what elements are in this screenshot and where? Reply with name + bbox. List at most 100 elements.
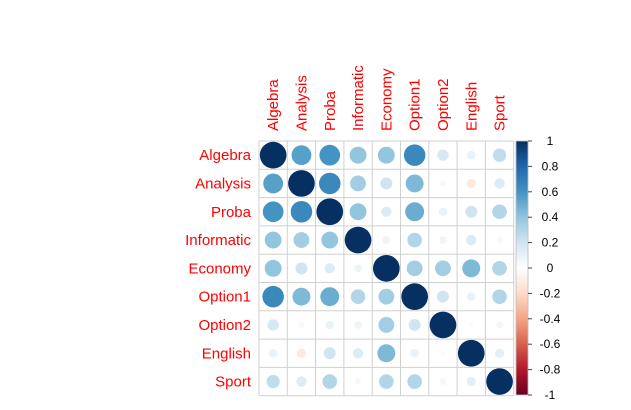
colorbar-tick-label: -0.6 [540,337,561,351]
corr-circle-analysis-english [466,178,476,189]
colorbar-tick-label: -0.4 [540,312,561,326]
corr-circle-option1-algebra [262,285,284,308]
row-label: Informatic [185,232,251,249]
colorbar-tick-label: 0.6 [542,185,559,199]
corr-circle-english-english [457,339,485,367]
corr-circle-economy-algebra [264,259,282,277]
corr-circle-english-option2 [440,350,446,356]
corr-circle-informatic-option1 [407,232,422,248]
corr-circle-option1-option1 [401,283,428,310]
column-label: Sport [492,94,509,131]
corr-circle-informatic-option2 [439,236,447,244]
corr-circle-option2-option2 [429,311,457,339]
column-label: Option1 [407,78,424,131]
corr-circle-sport-sport [486,368,513,395]
row-label: Economy [188,260,251,277]
corr-circle-option1-option2 [436,290,449,303]
corr-circle-informatic-analysis [293,232,310,248]
corr-circle-option1-proba [320,287,340,307]
colorbar-tick-label: 1 [547,134,554,148]
row-label: Algebra [199,147,251,164]
corr-circle-proba-analysis [290,200,313,223]
corr-circle-economy-option1 [406,260,423,277]
corr-circle-analysis-economy [380,177,393,190]
corr-circle-option2-sport [496,321,503,329]
corr-circle-analysis-informatic [350,175,366,192]
corr-circle-english-algebra [268,349,278,358]
corr-circle-option1-informatic [350,289,366,304]
corr-circle-economy-english [462,259,481,278]
colorbar-tick-label: -1 [545,388,556,402]
corr-circle-algebra-english [467,150,476,160]
corr-circle-english-economy [377,344,396,363]
row-label: Option1 [198,289,251,306]
row-label: Sport [215,374,252,391]
corr-circle-proba-option2 [438,207,448,216]
corr-circle-algebra-proba [319,144,341,166]
corr-circle-proba-option1 [405,202,425,222]
corr-circle-informatic-algebra [264,231,282,249]
colorbar-tick-label: 0.8 [542,159,559,173]
corr-circle-economy-sport [492,261,507,276]
corr-circle-economy-option2 [435,260,451,277]
column-label: Proba [322,90,339,131]
corr-circle-option1-sport [492,289,507,304]
corr-circle-algebra-algebra [259,141,287,169]
corr-circle-english-sport [494,348,505,358]
corr-circle-informatic-proba [321,231,339,249]
corr-circle-option2-proba [325,320,334,330]
corr-circle-option2-english [468,322,474,328]
corr-circle-proba-proba [316,198,344,226]
corr-circle-option1-economy [378,288,395,305]
corr-circle-sport-option1 [407,374,422,389]
corr-circle-analysis-option2 [439,180,446,187]
row-label: Analysis [195,175,251,192]
corr-circle-economy-proba [324,263,335,274]
colorbar-tick-label: 0.2 [542,236,559,250]
row-label: Option2 [198,317,251,334]
column-label: Algebra [265,79,282,131]
column-label: Option2 [435,78,452,131]
corr-circle-algebra-option1 [403,144,426,166]
column-label: Analysis [293,75,310,131]
corr-circle-sport-english [466,376,476,387]
corr-circle-option2-economy [378,317,395,333]
corr-circle-proba-informatic [349,203,367,221]
column-label: Informatic [350,65,367,131]
corr-circle-option2-option1 [408,318,421,331]
column-label: English [463,82,480,131]
corr-circle-sport-informatic [355,378,362,385]
corr-circle-algebra-option2 [437,149,449,161]
corr-circle-analysis-sport [494,178,505,189]
corr-circle-economy-informatic [354,264,362,273]
corr-circle-english-option1 [410,349,419,358]
corr-circle-analysis-analysis [288,170,315,197]
colorbar-tick-label: -0.8 [540,363,561,377]
corr-circle-algebra-analysis [291,145,312,166]
corr-circle-economy-analysis [295,262,308,275]
corr-circle-english-informatic [352,348,364,359]
corr-circle-informatic-english [466,234,477,246]
corr-circle-analysis-algebra [263,173,284,194]
corr-circle-sport-analysis [296,376,307,387]
corr-circle-proba-algebra [262,201,284,223]
corr-circle-algebra-informatic [349,146,367,164]
corr-circle-option2-algebra [267,319,279,331]
corr-circle-option1-analysis [292,287,311,306]
corr-circle-english-proba [323,347,336,360]
corr-circle-proba-economy [381,206,392,217]
corr-circle-analysis-proba [318,172,341,195]
corr-circle-option2-analysis [298,321,305,328]
corr-circle-algebra-sport [492,148,507,162]
corr-circle-option1-english [467,292,476,301]
corr-circle-option2-informatic [354,321,362,329]
colorbar [515,140,529,396]
colorbar-tick-label: -0.2 [540,286,561,300]
corr-circle-proba-english [465,205,478,218]
corr-circle-economy-economy [373,255,400,282]
column-label: Economy [378,68,395,131]
row-label: Proba [211,204,252,221]
corr-circle-sport-proba [322,374,338,389]
corr-circle-english-analysis [296,348,307,358]
corr-circle-analysis-option1 [405,174,424,193]
